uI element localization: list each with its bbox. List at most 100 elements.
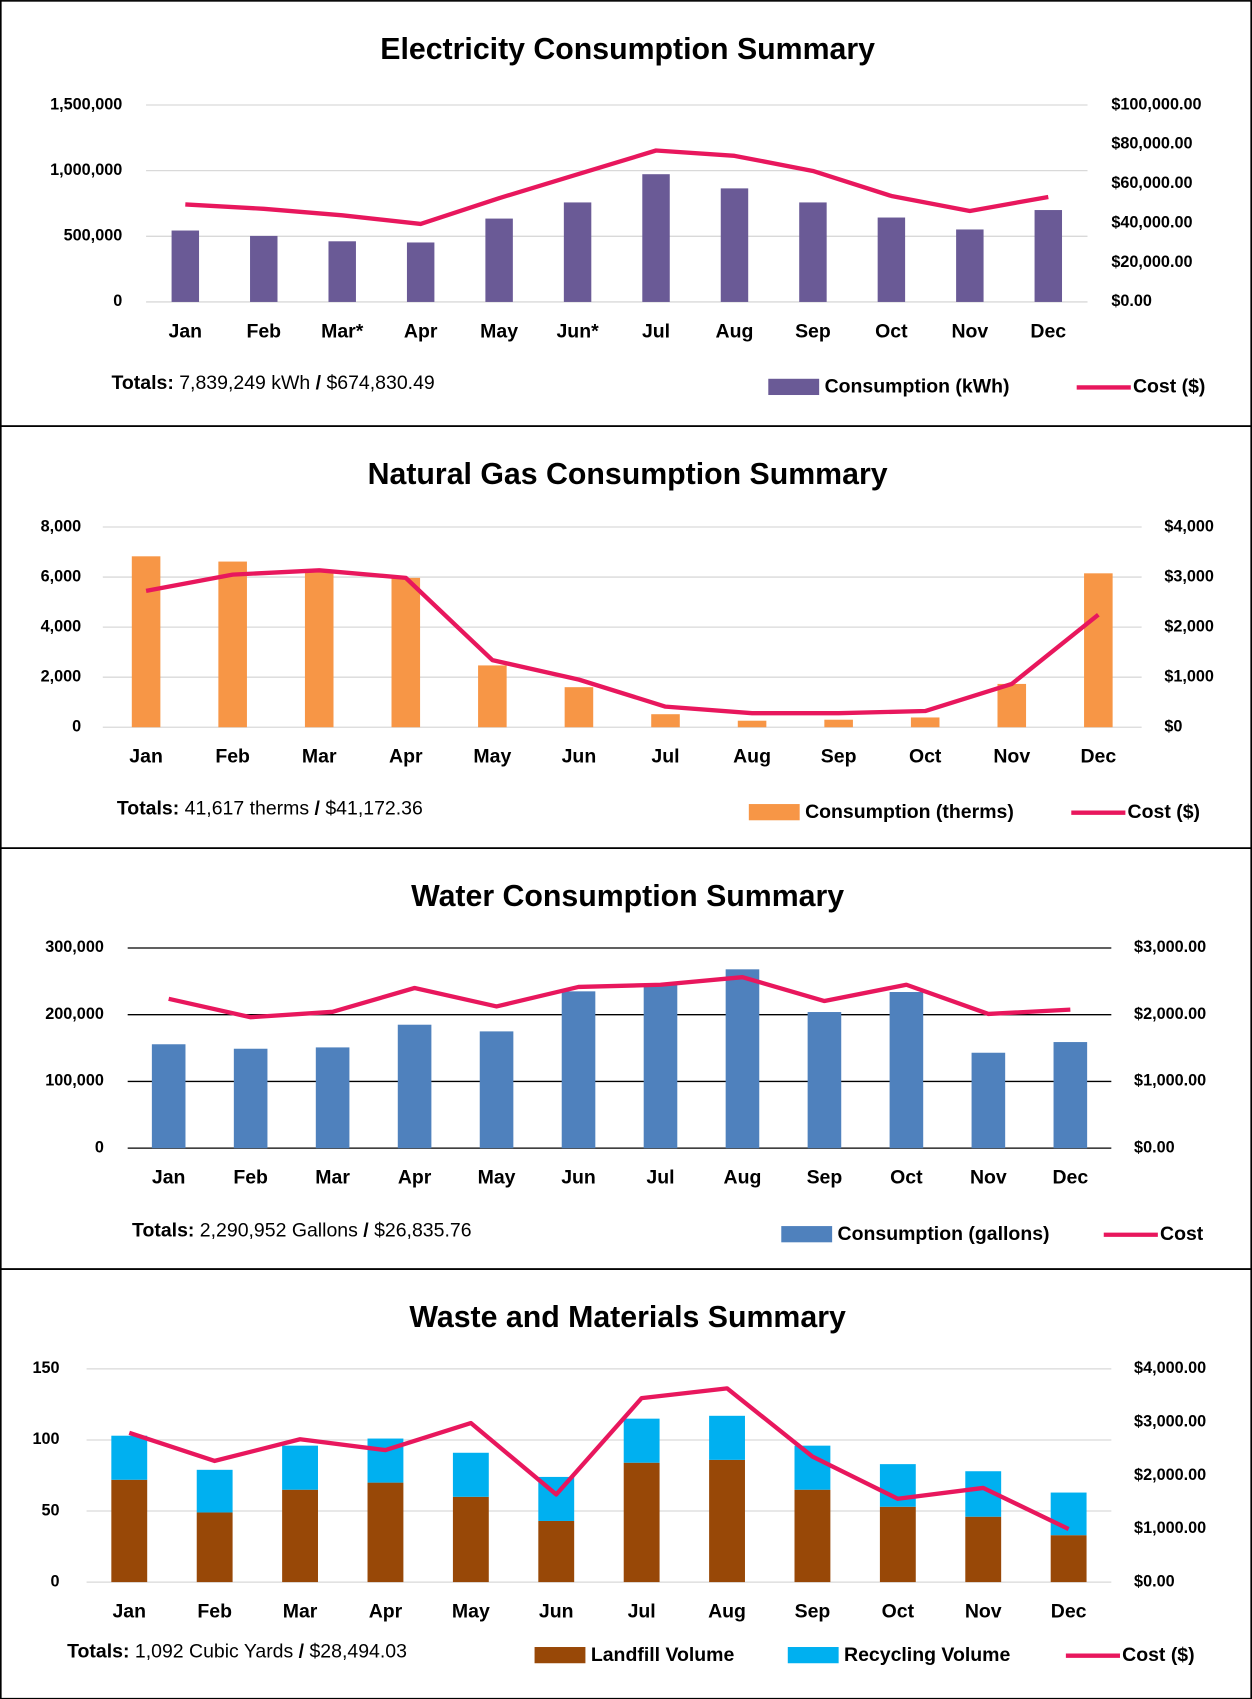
legend-label: Cost ($) [1128, 801, 1200, 823]
bar [196, 1512, 233, 1583]
y2-tick-label: $1,000 [1164, 667, 1214, 685]
y2-tick-label: $3,000.00 [1134, 1412, 1206, 1430]
y2-tick-label: $0.00 [1134, 1572, 1175, 1590]
x-tick-label: Dec [1051, 1601, 1087, 1623]
totals-label: Totals: [117, 798, 179, 820]
totals: Totals: 7,839,249 kWh / $674,830.49 [111, 372, 434, 394]
bar [563, 202, 592, 302]
x-tick-label: May [473, 746, 511, 768]
chart-panel: Waste and Materials Summary 0 50 100 150 $0.0… [0, 1268, 1252, 1699]
bar [111, 1479, 148, 1583]
y-tick-label: 0 [72, 718, 81, 736]
bar [1053, 1042, 1088, 1149]
x-tick-label: Feb [197, 1601, 232, 1623]
bar [877, 217, 906, 302]
y-tick-label: 200,000 [45, 1005, 104, 1023]
x-tick-label: Mar [283, 1601, 318, 1623]
totals-amount: 2,290,952 Gallons [200, 1220, 358, 1242]
x-tick-label: Jun [561, 1167, 596, 1189]
bar [824, 719, 853, 728]
legend-swatch [748, 804, 800, 821]
x-tick-label: Oct [909, 746, 942, 768]
bar [282, 1445, 318, 1490]
y-tick-label: 2,000 [41, 667, 82, 685]
y-tick-label: 1,500,000 [50, 95, 122, 113]
bar [709, 1415, 745, 1460]
y-tick-label: 1,000,000 [50, 161, 122, 179]
y2-tick-label: $3,000.00 [1134, 938, 1206, 956]
x-tick-label: Jul [646, 1167, 674, 1189]
bar [478, 665, 507, 728]
bar [910, 717, 940, 728]
y2-tick-label: $2,000 [1164, 617, 1214, 635]
bar [794, 1445, 831, 1490]
x-tick-label: Jun* [556, 320, 599, 342]
totals-cost: $28,494.03 [309, 1641, 406, 1663]
y-tick-label: 0 [113, 292, 122, 310]
legend-label: Landfill Volume [591, 1644, 735, 1666]
bar [485, 218, 513, 302]
x-tick-label: Dec [1080, 746, 1116, 768]
y-tick-label: 300,000 [45, 938, 104, 956]
cost-line [128, 1386, 1070, 1532]
x-tick-label: Nov [970, 1167, 1007, 1189]
x-tick-label: Apr [369, 1601, 403, 1623]
x-tick-label: Nov [951, 320, 988, 342]
x-tick-label: Jan [152, 1167, 186, 1189]
x-tick-label: Sep [807, 1167, 843, 1189]
y2-tick-label: $0 [1164, 718, 1182, 736]
bar [131, 556, 161, 728]
totals-amount: 7,839,249 kWh [179, 372, 310, 394]
totals-cost: $674,830.49 [326, 372, 434, 394]
bar [452, 1452, 489, 1497]
y2-tick-label: $2,000.00 [1134, 1466, 1206, 1484]
totals-separator: / [299, 1641, 305, 1663]
legend-swatch [787, 1647, 839, 1664]
bar [452, 1496, 489, 1583]
x-tick-label: Jun [539, 1601, 574, 1623]
x-tick-label: Jan [129, 746, 163, 768]
bar [965, 1516, 1002, 1583]
x-tick-label: Oct [875, 320, 908, 342]
x-tick-label: Dec [1052, 1167, 1088, 1189]
totals: Totals: 41,617 therms / $41,172.36 [117, 798, 423, 820]
x-tick-label: Aug [716, 320, 754, 342]
chart-title: Natural Gas Consumption Summary [368, 458, 888, 491]
x-tick-label: Nov [993, 746, 1030, 768]
bar [391, 577, 421, 728]
y-tick-label: 0 [95, 1138, 104, 1156]
bar [233, 1048, 268, 1149]
x-tick-label: Sep [795, 1601, 831, 1623]
x-tick-label: Jul [628, 1601, 656, 1623]
y2-tick-label: $1,000.00 [1134, 1519, 1206, 1537]
y-tick-label: 0 [50, 1572, 59, 1590]
bar [250, 235, 278, 302]
bar [725, 969, 760, 1149]
y-tick-label: 150 [32, 1359, 59, 1377]
x-tick-label: Jan [112, 1601, 146, 1623]
y-tick-label: 6,000 [41, 567, 82, 585]
y-tick-label: 100,000 [45, 1072, 104, 1090]
y2-tick-label: $4,000.00 [1134, 1359, 1206, 1377]
bar [623, 1418, 660, 1463]
x-tick-label: Feb [233, 1167, 268, 1189]
legend-label: Cost [1160, 1223, 1204, 1245]
x-tick-label: Apr [389, 746, 423, 768]
x-tick-label: Mar* [321, 320, 364, 342]
y2-tick-label: $0.00 [1111, 292, 1152, 310]
x-tick-label: May [480, 320, 518, 342]
bar [196, 1469, 233, 1513]
y2-tick-label: $0.00 [1134, 1138, 1175, 1156]
bar [1084, 573, 1113, 728]
bar [651, 714, 680, 728]
x-tick-label: Aug [724, 1167, 762, 1189]
bar [367, 1482, 404, 1583]
chart-title: Electricity Consumption Summary [380, 33, 875, 66]
x-tick-label: Apr [398, 1167, 432, 1189]
bar [807, 1012, 842, 1149]
x-tick-label: Mar [315, 1167, 350, 1189]
bar [538, 1520, 575, 1583]
legend-label: Consumption (gallons) [838, 1223, 1050, 1245]
bar [956, 229, 984, 302]
